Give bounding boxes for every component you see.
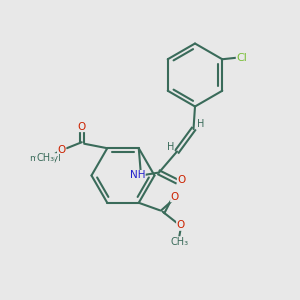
Text: O: O: [171, 192, 179, 202]
Text: CH₃: CH₃: [170, 237, 188, 247]
Text: O: O: [58, 145, 66, 155]
Text: O: O: [177, 175, 186, 185]
Text: O: O: [78, 122, 86, 132]
Text: NH: NH: [130, 170, 145, 181]
Text: methyl: methyl: [29, 154, 61, 163]
Text: H: H: [167, 142, 174, 152]
Text: CH₃: CH₃: [36, 153, 54, 163]
Text: O: O: [177, 220, 185, 230]
Text: Cl: Cl: [236, 53, 247, 63]
Text: H: H: [197, 118, 205, 129]
